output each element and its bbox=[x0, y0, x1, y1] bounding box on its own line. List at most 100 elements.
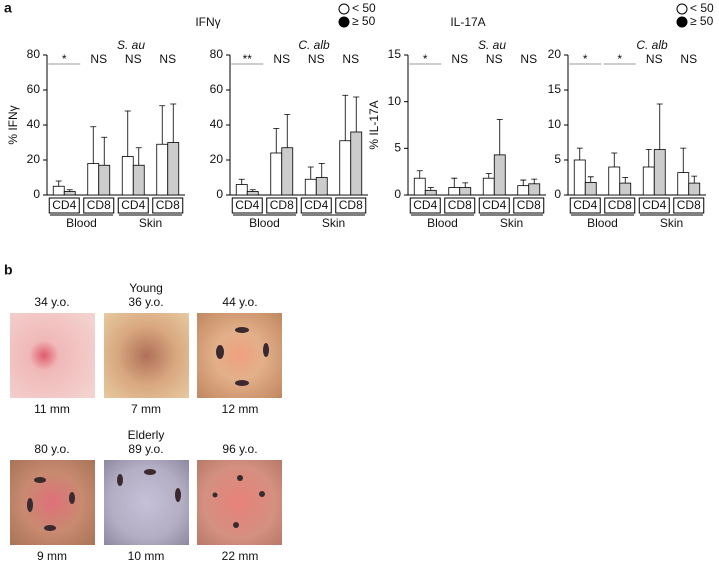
significance: ** bbox=[243, 52, 253, 66]
bar bbox=[608, 166, 621, 196]
category-box bbox=[48, 197, 80, 214]
category-box bbox=[444, 197, 476, 214]
group-label: Skin bbox=[500, 216, 523, 230]
significance: NS bbox=[680, 52, 697, 66]
legend-label: < 50 bbox=[690, 1, 714, 15]
category-box bbox=[152, 197, 184, 214]
y-tick-label: 80 bbox=[27, 47, 41, 61]
size-label: 10 mm bbox=[128, 549, 165, 563]
bar bbox=[121, 156, 134, 196]
x-tick-label: CD4 bbox=[573, 198, 597, 212]
error-bar bbox=[496, 119, 503, 155]
bar bbox=[424, 189, 437, 196]
skin-marks bbox=[27, 327, 269, 531]
y-tick-label: 0 bbox=[33, 187, 40, 201]
error-bar bbox=[416, 170, 423, 179]
legend-label: ≥ 50 bbox=[352, 14, 376, 28]
group-label: Blood bbox=[427, 216, 458, 230]
error-bar bbox=[170, 103, 177, 143]
bar bbox=[448, 187, 461, 196]
age-label: 44 y.o. bbox=[222, 295, 257, 309]
y-tick-label: 15 bbox=[388, 47, 402, 61]
x-tick-label: CD4 bbox=[121, 198, 145, 212]
category-box bbox=[83, 197, 115, 214]
significance: NS bbox=[159, 52, 176, 66]
group-label: Elderly bbox=[128, 428, 165, 442]
error-bar bbox=[66, 189, 73, 192]
panel-header: IL-17A bbox=[450, 15, 485, 29]
category-box bbox=[335, 197, 367, 214]
category-box bbox=[604, 197, 636, 214]
group-label: Skin bbox=[322, 216, 345, 230]
bar bbox=[98, 164, 111, 196]
bar bbox=[270, 152, 283, 196]
bar bbox=[281, 147, 294, 196]
group-label: Blood bbox=[66, 216, 97, 230]
significance: NS bbox=[342, 52, 359, 66]
x-tick-label: CD4 bbox=[235, 198, 259, 212]
group-label: Skin bbox=[660, 216, 683, 230]
size-label: 7 mm bbox=[131, 402, 161, 416]
bar bbox=[339, 140, 352, 196]
bar bbox=[528, 183, 541, 196]
bar bbox=[315, 177, 328, 196]
bar bbox=[688, 182, 701, 196]
error-bar bbox=[101, 136, 108, 166]
y-tick-label: 0 bbox=[554, 187, 561, 201]
x-tick-label: CD8 bbox=[87, 198, 111, 212]
y-tick-label: 20 bbox=[27, 152, 41, 166]
error-bar bbox=[451, 177, 458, 188]
error-bar bbox=[611, 152, 618, 167]
x-tick-label: CD8 bbox=[339, 198, 363, 212]
error-bar bbox=[485, 173, 492, 179]
significance: * bbox=[423, 52, 428, 66]
bar bbox=[619, 182, 632, 196]
group-label: Blood bbox=[587, 216, 618, 230]
bar bbox=[573, 159, 586, 196]
bar bbox=[167, 142, 180, 196]
error-bar bbox=[587, 176, 594, 183]
y-tick-label: 10 bbox=[548, 117, 562, 131]
size-label: 9 mm bbox=[37, 549, 67, 563]
chart-title: C. alb bbox=[298, 38, 330, 52]
bar bbox=[246, 191, 259, 196]
significance: NS bbox=[520, 52, 537, 66]
category-box bbox=[117, 197, 149, 214]
bar bbox=[517, 185, 530, 196]
error-bar bbox=[622, 177, 629, 184]
age-label: 34 y.o. bbox=[34, 295, 69, 309]
y-tick-label: 10 bbox=[388, 94, 402, 108]
bar bbox=[63, 191, 76, 196]
size-label: 11 mm bbox=[34, 402, 70, 416]
size-label: 12 mm bbox=[222, 402, 259, 416]
y-tick-label: 0 bbox=[394, 187, 401, 201]
x-tick-label: CD8 bbox=[156, 198, 180, 212]
error-bar bbox=[520, 179, 527, 186]
error-bar bbox=[645, 149, 652, 167]
category-box bbox=[266, 197, 298, 214]
chart-title: S. au bbox=[117, 38, 145, 52]
significance: NS bbox=[273, 52, 290, 66]
y-axis-label: % IL-17A bbox=[367, 100, 381, 149]
y-tick-label: 15 bbox=[548, 82, 562, 96]
category-box bbox=[513, 197, 545, 214]
bar bbox=[156, 143, 169, 196]
error-bar bbox=[531, 178, 538, 184]
x-tick-label: CD8 bbox=[270, 198, 294, 212]
group-label: Young bbox=[129, 281, 163, 295]
category-box bbox=[300, 197, 332, 214]
legend-marker bbox=[676, 16, 688, 28]
legend-marker bbox=[676, 3, 688, 15]
x-tick-label: CD8 bbox=[517, 198, 541, 212]
x-tick-label: CD8 bbox=[608, 198, 632, 212]
y-tick-label: 5 bbox=[554, 152, 561, 166]
y-tick-label: 60 bbox=[210, 82, 224, 96]
group-label: Blood bbox=[249, 216, 280, 230]
error-bar bbox=[353, 96, 360, 132]
group-label: Skin bbox=[139, 216, 162, 230]
y-axis-label: % IFNγ bbox=[6, 105, 20, 144]
age-label: 80 y.o. bbox=[34, 442, 69, 456]
significance: * bbox=[62, 52, 67, 66]
chart-title: C. alb bbox=[636, 38, 668, 52]
error-bar bbox=[284, 114, 291, 148]
